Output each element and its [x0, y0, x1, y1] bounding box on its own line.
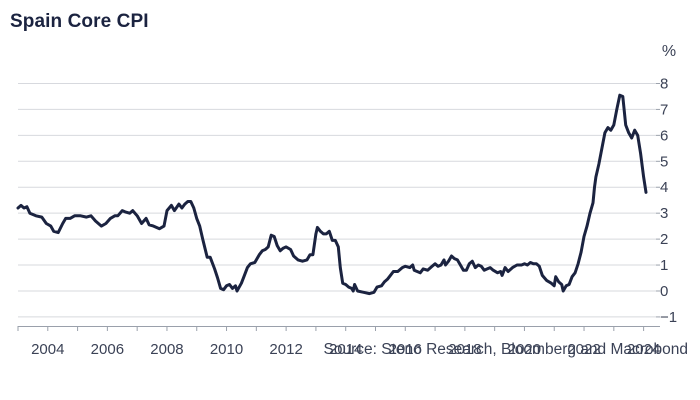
y-tick-label: 0 [660, 283, 668, 300]
y-tick-label: 4 [660, 179, 668, 196]
chart-title: Spain Core CPI [10, 11, 149, 32]
y-tick-label: 7 [660, 101, 668, 118]
x-tick-label: 2012 [269, 341, 302, 358]
series-line-core-cpi [16, 93, 648, 296]
y-unit-label: % [662, 43, 676, 60]
x-tick-label: 2022 [567, 341, 600, 358]
y-tick-label: 2 [660, 231, 668, 248]
y-tick-label: 6 [660, 127, 668, 144]
source-note: Source: Steno Research, Bloomberg and Ma… [323, 341, 688, 358]
x-axis: 2004 2006 2008 2010 2012 2014 2016 2018 2020 2022… [17, 326, 660, 358]
y-axis: −1 0 1 2 3 4 5 6 7 8 [656, 75, 677, 326]
x-tick-label: 2010 [210, 341, 243, 358]
x-tick-label: 2016 [389, 341, 422, 358]
x-tick-label: 2006 [91, 341, 124, 358]
series-lines [16, 93, 648, 296]
x-tick-label: 2014 [329, 341, 362, 358]
y-tick-label: 3 [660, 205, 668, 222]
y-tick-label: 1 [660, 257, 668, 274]
y-tick-label: 5 [660, 153, 668, 170]
x-tick-label: 2020 [508, 341, 541, 358]
x-tick-label: 2008 [150, 341, 183, 358]
x-tick-label: 2018 [448, 341, 481, 358]
gridlines [18, 82, 656, 318]
y-tick-label: 8 [660, 75, 668, 92]
y-tick-label: −1 [660, 309, 677, 326]
x-tick-label: 2004 [31, 341, 64, 358]
x-tick-label: 2024 [627, 341, 660, 358]
